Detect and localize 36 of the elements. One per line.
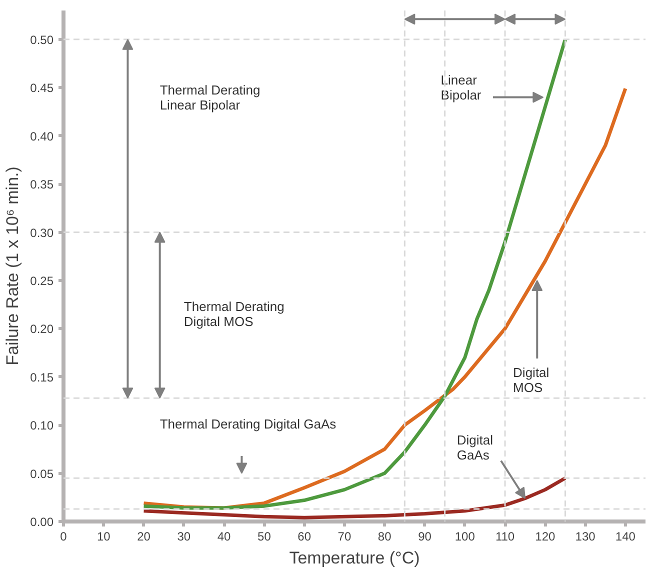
y-tick-label: 0.20 [30, 322, 54, 336]
y-tick-label: 0.45 [30, 81, 54, 96]
line-series [142, 476, 567, 520]
x-tick-label: 20 [137, 530, 151, 544]
x-tick-label: 100 [454, 530, 476, 544]
x-tick-label: 90 [418, 530, 432, 544]
x-tick-label: 40 [217, 530, 232, 544]
y-tick-label: 0.10 [30, 418, 54, 433]
y-tick-label: 0.25 [30, 274, 54, 288]
annotation: Digital MOS [513, 364, 550, 395]
y-tick-label: 0.00 [30, 515, 54, 529]
y-tick-label: 0.50 [30, 32, 54, 47]
x-tick-label: 10 [96, 530, 111, 544]
x-tick-label: 30 [177, 530, 191, 544]
annotation: Digital GaAs [456, 432, 494, 462]
x-tick-label: 130 [575, 530, 596, 544]
x-tick-label: 60 [298, 530, 312, 544]
line-series [142, 38, 567, 510]
x-tick-label: 50 [258, 530, 272, 544]
x-tick-label: 0 [60, 530, 68, 544]
y-tick-label: 0.35 [30, 178, 54, 192]
x-tick-label: 110 [495, 530, 515, 544]
x-tick-label: 120 [535, 530, 556, 544]
annotation: Linear Bipolar [440, 72, 482, 103]
x-tick-label: 140 [615, 530, 636, 544]
y-axis-title: Failure Rate (1 x 10⁶ min.) [3, 166, 22, 366]
y-tick-label: 0.05 [30, 466, 54, 481]
annotation: Thermal Derating Linear Bipolar [160, 82, 260, 112]
x-tick-label: 70 [338, 530, 352, 544]
y-tick-label: 0.30 [30, 226, 54, 240]
x-tick-label: 80 [378, 530, 392, 544]
annotation: Thermal Derating Digital GaAs [160, 416, 337, 432]
x-axis-title: Temperature (°C) [289, 548, 420, 568]
y-tick-label: 0.40 [30, 129, 54, 144]
annotation: Thermal Derating Digital MOS [184, 299, 284, 330]
y-tick-label: 0.15 [30, 370, 54, 384]
